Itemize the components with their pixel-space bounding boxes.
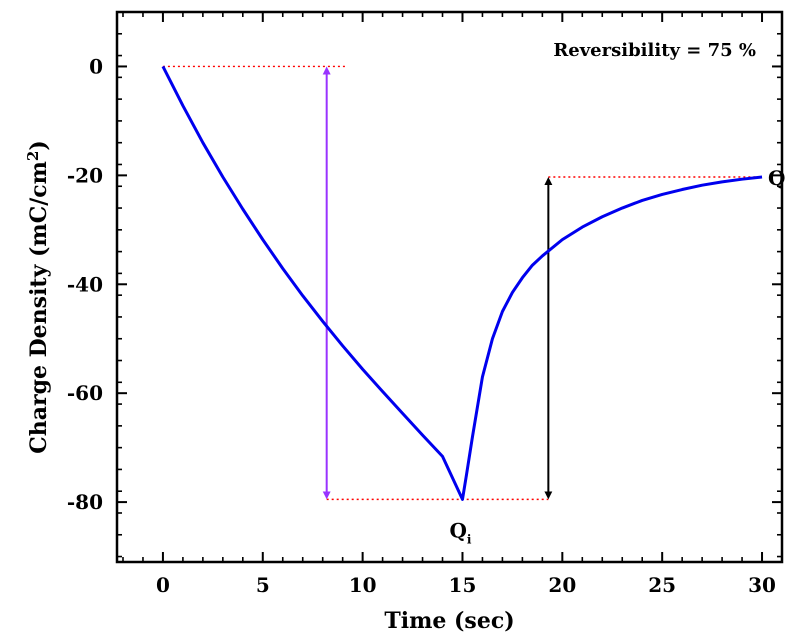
y-tick-label: -40 [67,272,103,296]
charge-density-line [161,65,763,501]
x-tick-label: 10 [349,573,377,597]
series-group [161,65,763,501]
y-axis-title-superscript: 2 [24,151,42,161]
y-axis-title-main: Charge Density (mC/cm [26,161,52,454]
y-tick-labels: 0 -20 -40 -60 -80 [67,54,103,514]
qdi-annotation: Qdi [768,166,786,194]
x-tick-label: 30 [748,573,776,597]
y-tick-label: 0 [89,54,103,78]
plot-frame [115,10,784,564]
y-axis-title-end: ) [26,140,52,150]
x-tick-label: 15 [449,573,477,597]
axis-ticks [117,11,783,562]
reversibility-annotation: Reversibility = 75 % [553,40,756,61]
x-tick-label: 5 [256,573,270,597]
qdi-main: Q [768,166,785,190]
y-tick-label: -60 [67,381,103,405]
reference-lines [162,65,763,501]
x-tick-label: 0 [156,573,170,597]
arrows [322,66,553,500]
qi-subscript: i [467,532,472,546]
y-tick-label: -20 [67,163,103,187]
qi-main: Q [449,518,466,542]
x-tick-label: 20 [548,573,576,597]
qi-annotation: Qi [449,518,471,546]
y-tick-label: -80 [67,490,103,514]
x-axis-title: Time (sec) [384,608,514,633]
x-tick-label: 25 [648,573,676,597]
x-tick-labels: 0 5 10 15 20 25 30 [156,573,776,597]
y-axis-title: Charge Density (mC/cm2) [24,140,52,454]
